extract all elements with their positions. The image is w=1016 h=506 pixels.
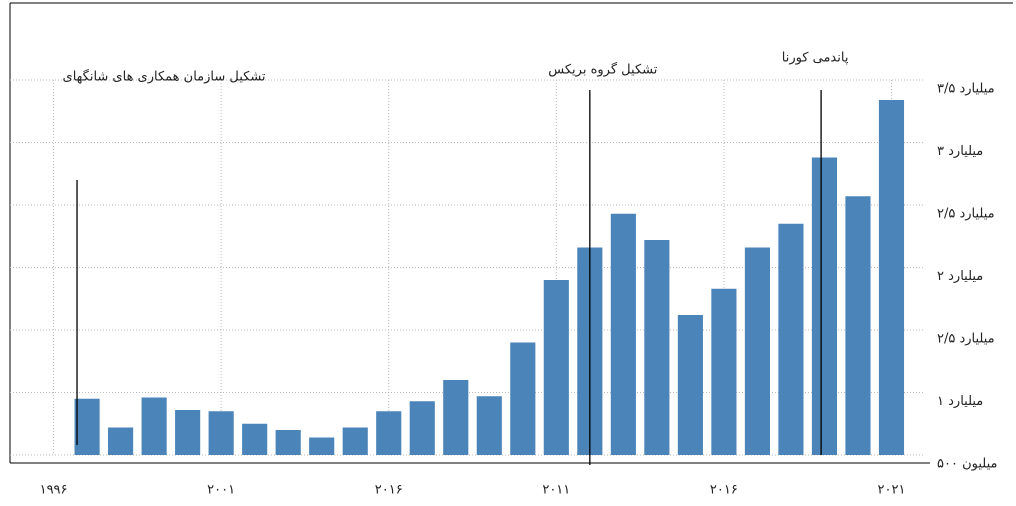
- bar: [74, 398, 100, 455]
- x-tick-label: ۲۰۰۱: [207, 483, 235, 498]
- bar: [242, 423, 268, 455]
- bar: [610, 213, 636, 455]
- bar: [510, 342, 536, 455]
- x-tick-label: ۲۰۲۱: [878, 483, 906, 498]
- bar: [108, 427, 134, 455]
- x-tick-label: ۲۰۱۶: [710, 483, 738, 498]
- bar: [811, 157, 838, 455]
- x-tick-label: ۱۹۹۶: [40, 483, 68, 498]
- y-tick-label: ۵۰۰ میلیون: [937, 457, 997, 472]
- bar: [309, 437, 335, 455]
- bar: [677, 315, 703, 455]
- y-tick-label: ۲/۵ میلیارد: [937, 332, 995, 347]
- bar: [778, 223, 804, 455]
- annotation-label: تشکیل سازمان همکاری های شانگهای: [63, 69, 266, 85]
- x-tick-label: ۲۰۱۶: [375, 483, 403, 498]
- y-tick-label: ۳/۵ میلیارد: [937, 82, 995, 97]
- bar: [744, 247, 770, 455]
- y-tick-label: ۳ میلیارد: [937, 144, 983, 159]
- bar: [845, 196, 871, 455]
- bar: [476, 396, 502, 455]
- bar: [711, 288, 737, 455]
- y-tick-label: ۲ میلیارد: [937, 269, 983, 284]
- y-tick-label: ۲/۵ میلیارد: [937, 207, 995, 222]
- bar: [543, 280, 569, 455]
- bar: [376, 411, 402, 455]
- bar: [878, 100, 905, 455]
- x-tick-label: ۲۰۱۱: [542, 483, 570, 498]
- bar: [141, 397, 167, 455]
- bar: [342, 427, 368, 455]
- bar: [175, 410, 201, 455]
- bar: [443, 380, 469, 455]
- annotation-label: پاندمی کورنا: [782, 51, 849, 66]
- bar: [409, 401, 435, 455]
- annotation-label: تشکیل گروه بریکس: [548, 62, 657, 78]
- y-tick-label: ۱ میلیارد: [937, 394, 983, 409]
- bar: [208, 411, 234, 455]
- bar: [275, 430, 301, 455]
- bar: [644, 240, 670, 455]
